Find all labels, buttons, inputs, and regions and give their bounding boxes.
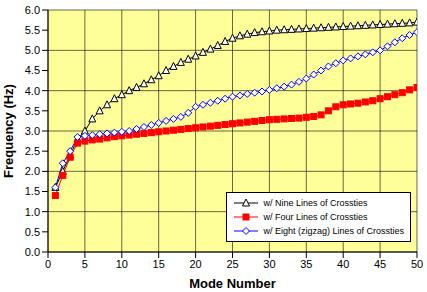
svg-text:0.0: 0.0 <box>25 246 40 258</box>
svg-text:5.0: 5.0 <box>25 44 40 56</box>
svg-text:Frequency (Hz): Frequency (Hz) <box>1 84 16 178</box>
svg-text:0.5: 0.5 <box>25 226 40 238</box>
svg-text:10: 10 <box>116 258 128 270</box>
svg-text:25: 25 <box>226 258 238 270</box>
svg-text:6.0: 6.0 <box>25 4 40 16</box>
svg-text:3.0: 3.0 <box>25 125 40 137</box>
svg-text:0: 0 <box>45 258 51 270</box>
html-text:w/ Four Lines of Crossties: w/ Four Lines of Crossties <box>263 212 368 222</box>
svg-text:2.5: 2.5 <box>25 145 40 157</box>
svg-text:15: 15 <box>153 258 165 270</box>
svg-text:5: 5 <box>82 258 88 270</box>
html-text:w/ Eight (zigzag) Lines of Cro: w/ Eight (zigzag) Lines of Crossties <box>263 226 404 236</box>
svg-text:1.5: 1.5 <box>25 185 40 197</box>
svg-text:3.5: 3.5 <box>25 105 40 117</box>
svg-text:Mode Number: Mode Number <box>189 276 276 291</box>
svg-text:35: 35 <box>300 258 312 270</box>
svg-text:1.0: 1.0 <box>25 206 40 218</box>
svg-text:4.0: 4.0 <box>25 85 40 97</box>
svg-text:20: 20 <box>189 258 201 270</box>
svg-text:4.5: 4.5 <box>25 64 40 76</box>
svg-text:30: 30 <box>263 258 275 270</box>
html-text:w/ Nine Lines of Crossties: w/ Nine Lines of Crossties <box>263 198 368 208</box>
svg-text:2.0: 2.0 <box>25 165 40 177</box>
svg-text:50: 50 <box>411 258 423 270</box>
svg-text:40: 40 <box>337 258 349 270</box>
svg-text:45: 45 <box>374 258 386 270</box>
svg-text:5.5: 5.5 <box>25 24 40 36</box>
